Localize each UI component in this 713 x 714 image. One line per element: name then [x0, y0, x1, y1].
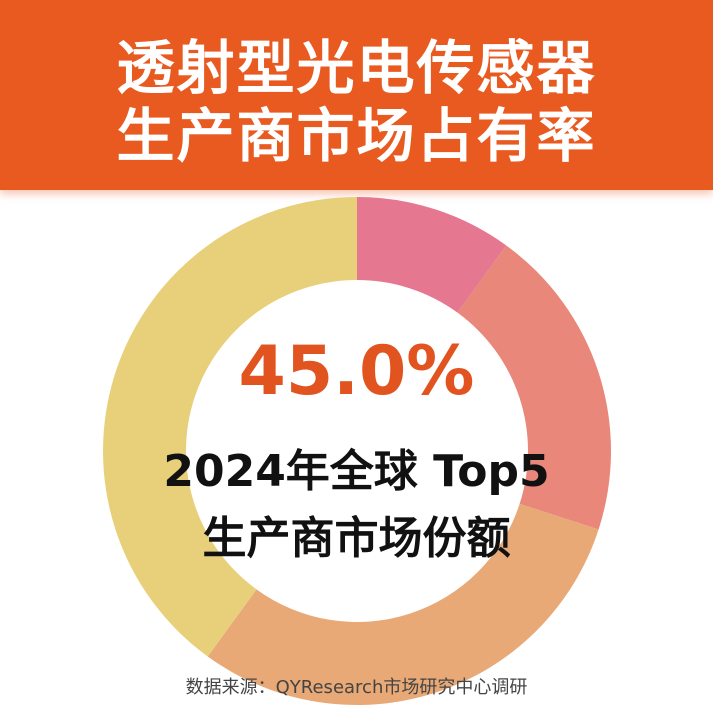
- title-line-2: 生产商市场占有率: [116, 102, 597, 170]
- center-value: 45.0%: [238, 332, 475, 411]
- donut-segment-2: [457, 245, 611, 530]
- center-label-line-1: 2024年全球 Top5: [163, 446, 550, 497]
- data-source: 数据来源：QYResearch市场研究中心调研: [185, 677, 528, 698]
- center-label-line-2: 生产商市场份额: [202, 513, 511, 564]
- header-banner: 透射型光电传感器 生产商市场占有率: [0, 0, 713, 190]
- donut-segment-3: [207, 503, 599, 705]
- title-line-1: 透射型光电传感器: [116, 34, 597, 102]
- donut-segment-1: [357, 197, 507, 313]
- donut-segment-4: [103, 197, 358, 657]
